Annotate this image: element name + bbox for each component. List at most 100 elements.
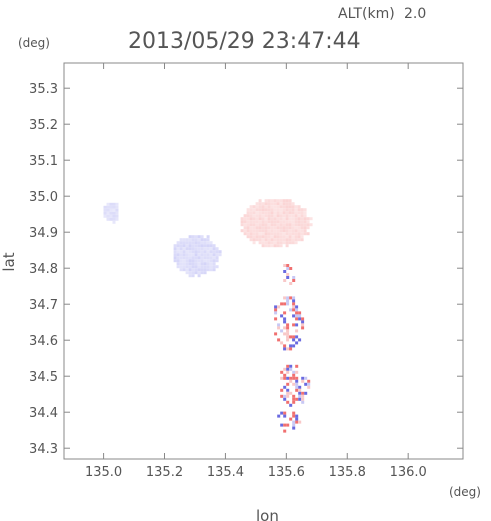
data-cell — [282, 238, 286, 242]
data-cell — [258, 238, 262, 242]
data-cell — [255, 235, 259, 239]
data-cell — [197, 241, 201, 245]
data-cell — [274, 332, 278, 336]
data-cell — [297, 211, 301, 215]
data-cell — [267, 238, 271, 242]
data-cell — [279, 235, 283, 239]
data-cell — [282, 235, 286, 239]
data-cell — [270, 220, 274, 224]
data-cell — [240, 229, 244, 233]
data-cell — [273, 220, 277, 224]
data-cell — [255, 229, 259, 233]
data-cell — [191, 271, 195, 275]
data-cell — [286, 273, 290, 276]
data-cell — [279, 244, 283, 248]
data-cell — [191, 238, 195, 242]
data-cell — [286, 382, 290, 386]
data-cell — [200, 268, 204, 272]
data-cell — [282, 208, 286, 212]
data-cell — [295, 388, 299, 392]
data-cell — [291, 208, 295, 212]
y-tick-label: 34.7 — [29, 298, 58, 313]
data-cell — [289, 367, 293, 371]
data-cell — [283, 367, 287, 371]
data-cell — [286, 400, 290, 404]
data-cell — [286, 332, 290, 336]
data-cell — [291, 223, 295, 227]
data-cell — [176, 247, 180, 251]
data-cell — [289, 403, 293, 407]
data-cell — [301, 394, 305, 398]
data-cell — [249, 232, 253, 236]
data-cell — [283, 373, 287, 377]
data-cell — [273, 244, 277, 248]
data-cell — [280, 388, 284, 392]
data-cell — [285, 202, 289, 206]
data-cell — [292, 370, 296, 374]
data-cell — [280, 394, 284, 398]
data-cell — [255, 211, 259, 215]
data-cell — [203, 253, 207, 257]
data-cell — [270, 199, 274, 203]
data-cell — [274, 317, 278, 321]
data-cell — [252, 223, 256, 227]
data-cell — [283, 376, 287, 380]
data-cell — [185, 244, 189, 248]
data-cell — [215, 247, 219, 251]
data-cell — [297, 226, 301, 230]
y-axis-label: lat — [0, 252, 18, 271]
data-cell — [285, 199, 289, 203]
data-cell — [300, 211, 304, 215]
data-cell — [203, 244, 207, 248]
data-cell — [277, 323, 281, 327]
data-cell — [209, 247, 213, 251]
data-cell — [283, 264, 287, 267]
data-cell — [280, 341, 284, 345]
data-cell — [246, 226, 250, 230]
data-cell — [191, 265, 195, 269]
data-cell — [289, 417, 293, 421]
data-cell — [280, 411, 284, 415]
data-cell — [301, 317, 305, 321]
data-cell — [283, 326, 287, 330]
timestamp: 2013/05/29 23:47:44 — [128, 29, 361, 54]
data-cell — [295, 397, 299, 401]
data-cell — [106, 211, 110, 215]
data-cell — [276, 220, 280, 224]
data-cell — [206, 256, 210, 260]
data-cell — [289, 347, 293, 351]
data-cell — [273, 241, 277, 245]
data-cell — [295, 385, 299, 389]
y-tick-label: 34.4 — [29, 406, 58, 421]
data-cell — [270, 214, 274, 218]
x-unit-label: (deg) — [449, 485, 481, 499]
data-cell — [203, 262, 207, 266]
data-cell — [297, 217, 301, 221]
data-cell — [103, 211, 107, 215]
data-cell — [258, 202, 262, 206]
data-cell — [194, 244, 198, 248]
data-cell — [273, 211, 277, 215]
data-cell — [291, 229, 295, 233]
data-cell — [282, 223, 286, 227]
data-cell — [279, 208, 283, 212]
data-cell — [261, 232, 265, 236]
data-cell — [300, 226, 304, 230]
data-cell — [249, 211, 253, 215]
data-cell — [288, 235, 292, 239]
data-cell — [255, 223, 259, 227]
data-cell — [206, 238, 210, 242]
data-cell — [274, 311, 278, 315]
data-cell — [276, 232, 280, 236]
data-cell — [112, 214, 116, 218]
data-cell — [292, 400, 296, 404]
data-cell — [249, 226, 253, 230]
data-cell — [279, 223, 283, 227]
data-cell — [209, 259, 213, 263]
data-cell — [255, 220, 259, 224]
data-cell — [294, 241, 298, 245]
data-cell — [306, 232, 310, 236]
data-cell — [249, 205, 253, 209]
data-cell — [176, 256, 180, 260]
data-cell — [252, 211, 256, 215]
